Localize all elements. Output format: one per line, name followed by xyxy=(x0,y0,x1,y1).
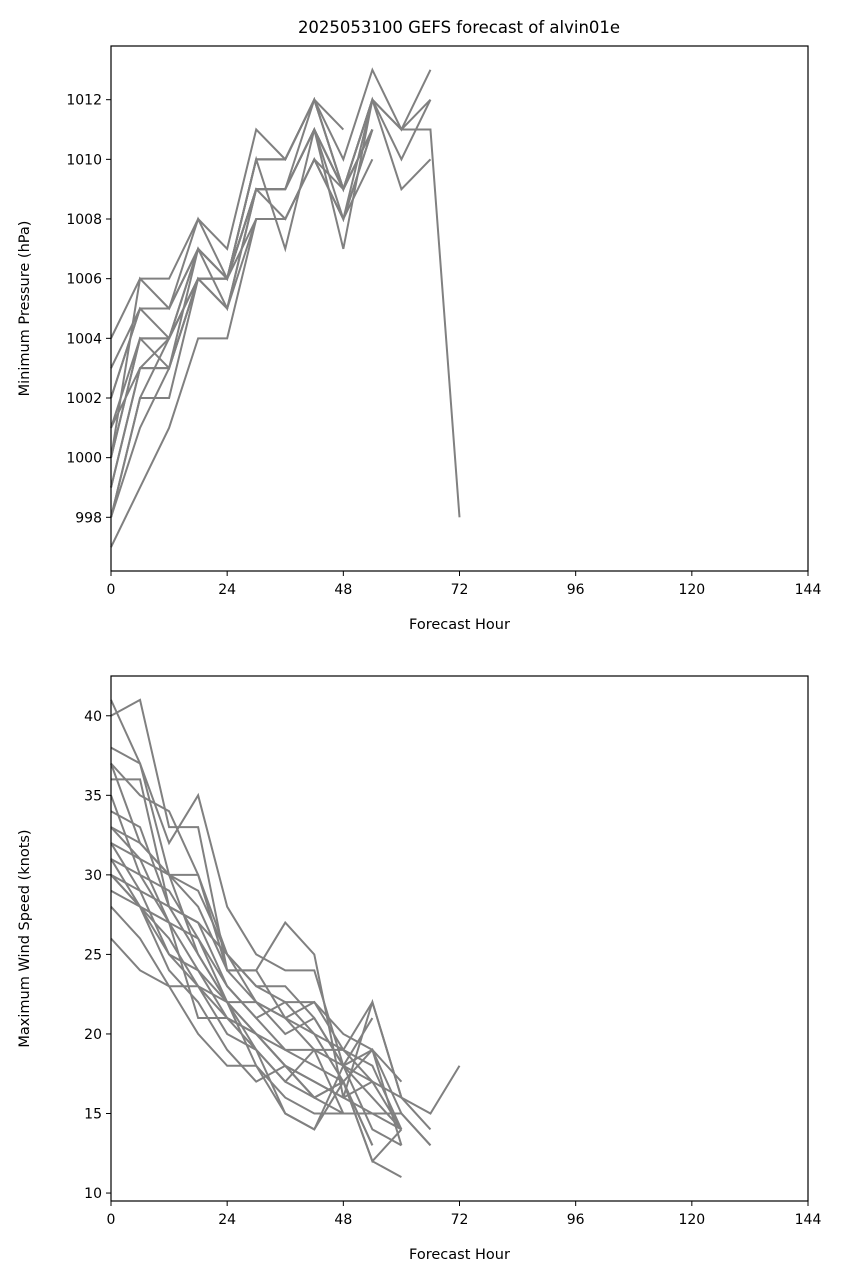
wind-panel: 0 24 48 72 96 120 144 10 15 20 25 30 35 40 Forecast Ho… xyxy=(17,675,822,1263)
wind-y-tick-label: 40 xyxy=(84,709,102,725)
wind-series-line-16 xyxy=(110,889,403,1164)
pressure-y-tick-label: 1000 xyxy=(66,451,102,467)
pressure-y-axis-label: Minimum Pressure (hPa) xyxy=(17,221,33,397)
pressure-x-tick-label: 96 xyxy=(567,582,585,598)
pressure-y-tick-label: 1004 xyxy=(66,331,102,347)
chart-title: 2025053100 GEFS forecast of alvin01e xyxy=(298,18,620,37)
pressure-series-line-13 xyxy=(110,126,374,488)
pressure-y-tick-label: 998 xyxy=(75,510,102,526)
pressure-axes-frame xyxy=(110,45,809,572)
wind-y-tick-label: 10 xyxy=(84,1186,102,1202)
pressure-x-tick-label: 72 xyxy=(451,582,469,598)
pressure-panel: 0 24 48 72 96 120 144 998 1000 1002 1004 1006 1008 10… xyxy=(17,45,822,633)
wind-series-line-14 xyxy=(110,874,374,1146)
wind-axes-frame xyxy=(110,675,809,1202)
pressure-y-tick-label: 1012 xyxy=(66,93,102,109)
wind-x-tick-label: 48 xyxy=(334,1212,352,1228)
wind-series-line-5 xyxy=(110,762,403,1098)
wind-x-tick-label: 96 xyxy=(567,1212,585,1228)
wind-series-line-17 xyxy=(110,906,402,1147)
pressure-series-line-15 xyxy=(110,127,374,429)
wind-y-tick-label: 30 xyxy=(84,868,102,884)
wind-y-tick-label: 20 xyxy=(84,1027,102,1043)
pressure-x-tick-label: 48 xyxy=(334,582,352,598)
wind-series-line-18 xyxy=(110,937,432,1146)
wind-x-tick-label: 72 xyxy=(451,1212,469,1228)
wind-x-tick-label: 24 xyxy=(218,1212,236,1228)
wind-y-tick-label: 35 xyxy=(84,788,102,804)
wind-y-tick-label: 25 xyxy=(84,947,102,963)
wind-x-tick-label: 120 xyxy=(678,1212,705,1228)
pressure-x-tick-label: 144 xyxy=(795,582,822,598)
pressure-x-tick-label: 0 xyxy=(107,582,116,598)
pressure-x-tick-label: 120 xyxy=(678,582,705,598)
pressure-series-line-14 xyxy=(110,97,374,458)
pressure-series-line-10 xyxy=(110,97,432,458)
wind-series-line-20 xyxy=(110,810,374,1083)
pressure-y-tick-label: 1006 xyxy=(66,272,102,288)
pressure-x-axis-label: Forecast Hour xyxy=(409,617,510,633)
pressure-y-tick-label: 1008 xyxy=(66,212,102,228)
wind-x-axis-label: Forecast Hour xyxy=(409,1247,510,1263)
pressure-y-tick-label: 1010 xyxy=(66,152,102,168)
pressure-y-tick-label: 1002 xyxy=(66,391,102,407)
wind-y-tick-label: 15 xyxy=(84,1107,102,1123)
wind-x-tick-label: 0 xyxy=(107,1212,116,1228)
pressure-x-tick-label: 24 xyxy=(218,582,236,598)
pressure-series-line-2 xyxy=(110,67,432,339)
wind-y-axis-label: Maximum Wind Speed (knots) xyxy=(17,829,33,1047)
wind-x-tick-label: 144 xyxy=(795,1212,822,1228)
